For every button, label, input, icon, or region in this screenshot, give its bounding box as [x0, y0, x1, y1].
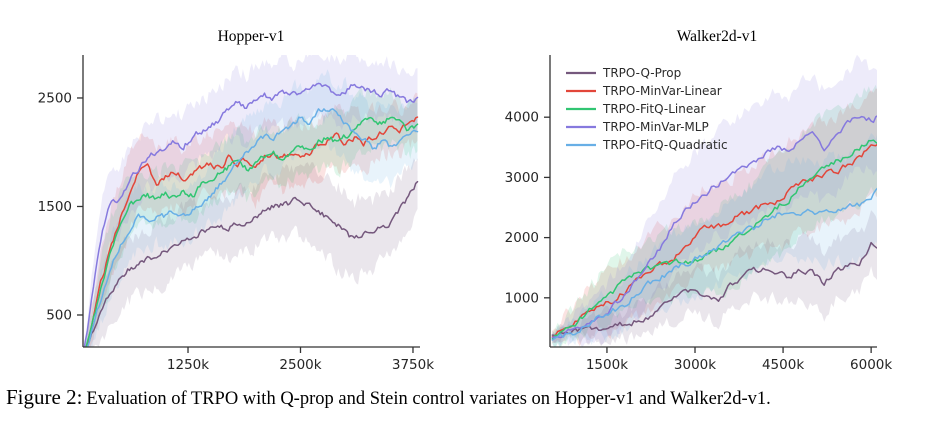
series-line-TRPO-FitQ-Quadratic: [86, 108, 419, 347]
chart-walker: Walker2d-v1 1000 2000 3000 4000 1500k 3000k 450…: [505, 28, 893, 373]
series-line-TRPO-MinVar-MLP: [551, 115, 877, 339]
series-band-TRPO-MinVar-Linear: [85, 92, 418, 347]
chart-title: Hopper-v1: [218, 28, 285, 45]
figure-caption: Figure 2: Evaluation of TRPO with Q-prop…: [0, 385, 935, 410]
series-band-TRPO-FitQ-Quadratic: [84, 69, 418, 347]
series-line-TRPO-Q-Prop: [551, 241, 877, 338]
chart-hopper: Hopper-v1 500 1500 2500 1250k 2500k 3750k: [38, 28, 435, 373]
legend-label: TRPO-FitQ-Linear: [602, 102, 706, 116]
x-tick-label: 4500k: [762, 357, 804, 373]
x-tick-label: 3000k: [674, 357, 716, 373]
series-band-TRPO-MinVar-MLP: [83, 55, 418, 347]
axes: [77, 55, 420, 353]
series-band-TRPO-FitQ-Linear: [84, 87, 418, 347]
x-tick-label: 6000k: [850, 357, 892, 373]
y-tick-label: 1500: [38, 199, 72, 215]
legend-item-TRPO-FitQ-Linear: TRPO-FitQ-Linear: [566, 102, 706, 116]
axes: [544, 55, 877, 353]
series-line-TRPO-FitQ-Linear: [551, 139, 877, 340]
series-line-TRPO-FitQ-Quadratic: [551, 187, 877, 341]
x-tick-label: 2500k: [279, 357, 321, 373]
chart-title: Walker2d-v1: [677, 28, 758, 45]
x-tick-label: 3750k: [392, 357, 434, 373]
y-tick-label: 500: [46, 307, 72, 323]
x-tick-label: 1500k: [586, 357, 628, 373]
charts-row: Hopper-v1 500 1500 2500 1250k 2500k 3750k Walk…: [38, 28, 893, 373]
caption-label: Figure 2:: [6, 385, 83, 409]
series-line-TRPO-MinVar-MLP: [83, 82, 419, 347]
legend-label: TRPO-FitQ-Quadratic: [602, 138, 728, 152]
legend: TRPO-Q-Prop TRPO-MinVar-Linear TRPO-FitQ-L…: [566, 66, 728, 152]
caption-text: Evaluation of TRPO with Q-prop and Stein…: [86, 389, 771, 409]
legend-item-TRPO-MinVar-MLP: TRPO-MinVar-MLP: [566, 120, 709, 134]
x-tick-label: 1250k: [167, 357, 209, 373]
series-lines: [83, 82, 419, 347]
series-band-TRPO-FitQ-Quadratic: [552, 133, 877, 347]
legend-label: TRPO-MinVar-MLP: [602, 120, 709, 134]
series-line-TRPO-Q-Prop: [86, 180, 419, 347]
legend-item-TRPO-MinVar-Linear: TRPO-MinVar-Linear: [566, 84, 722, 98]
series-line-TRPO-FitQ-Linear: [85, 116, 419, 347]
y-tick-label: 2000: [505, 230, 539, 246]
series-band-TRPO-Q-Prop: [552, 210, 877, 347]
legend-item-TRPO-Q-Prop: TRPO-Q-Prop: [566, 66, 681, 80]
legend-label: TRPO-Q-Prop: [602, 66, 681, 80]
series-line-TRPO-MinVar-Linear: [85, 116, 419, 347]
y-tick-label: 3000: [505, 170, 539, 186]
y-tick-label: 2500: [38, 90, 72, 106]
series-band-TRPO-Q-Prop: [87, 158, 418, 347]
series-lines: [551, 115, 877, 341]
confidence-bands: [83, 55, 418, 347]
y-tick-label: 1000: [505, 290, 539, 306]
y-tick-label: 4000: [505, 110, 539, 126]
series-line-TRPO-MinVar-Linear: [551, 143, 877, 338]
legend-item-TRPO-FitQ-Quadratic: TRPO-FitQ-Quadratic: [566, 138, 728, 152]
legend-label: TRPO-MinVar-Linear: [602, 84, 722, 98]
